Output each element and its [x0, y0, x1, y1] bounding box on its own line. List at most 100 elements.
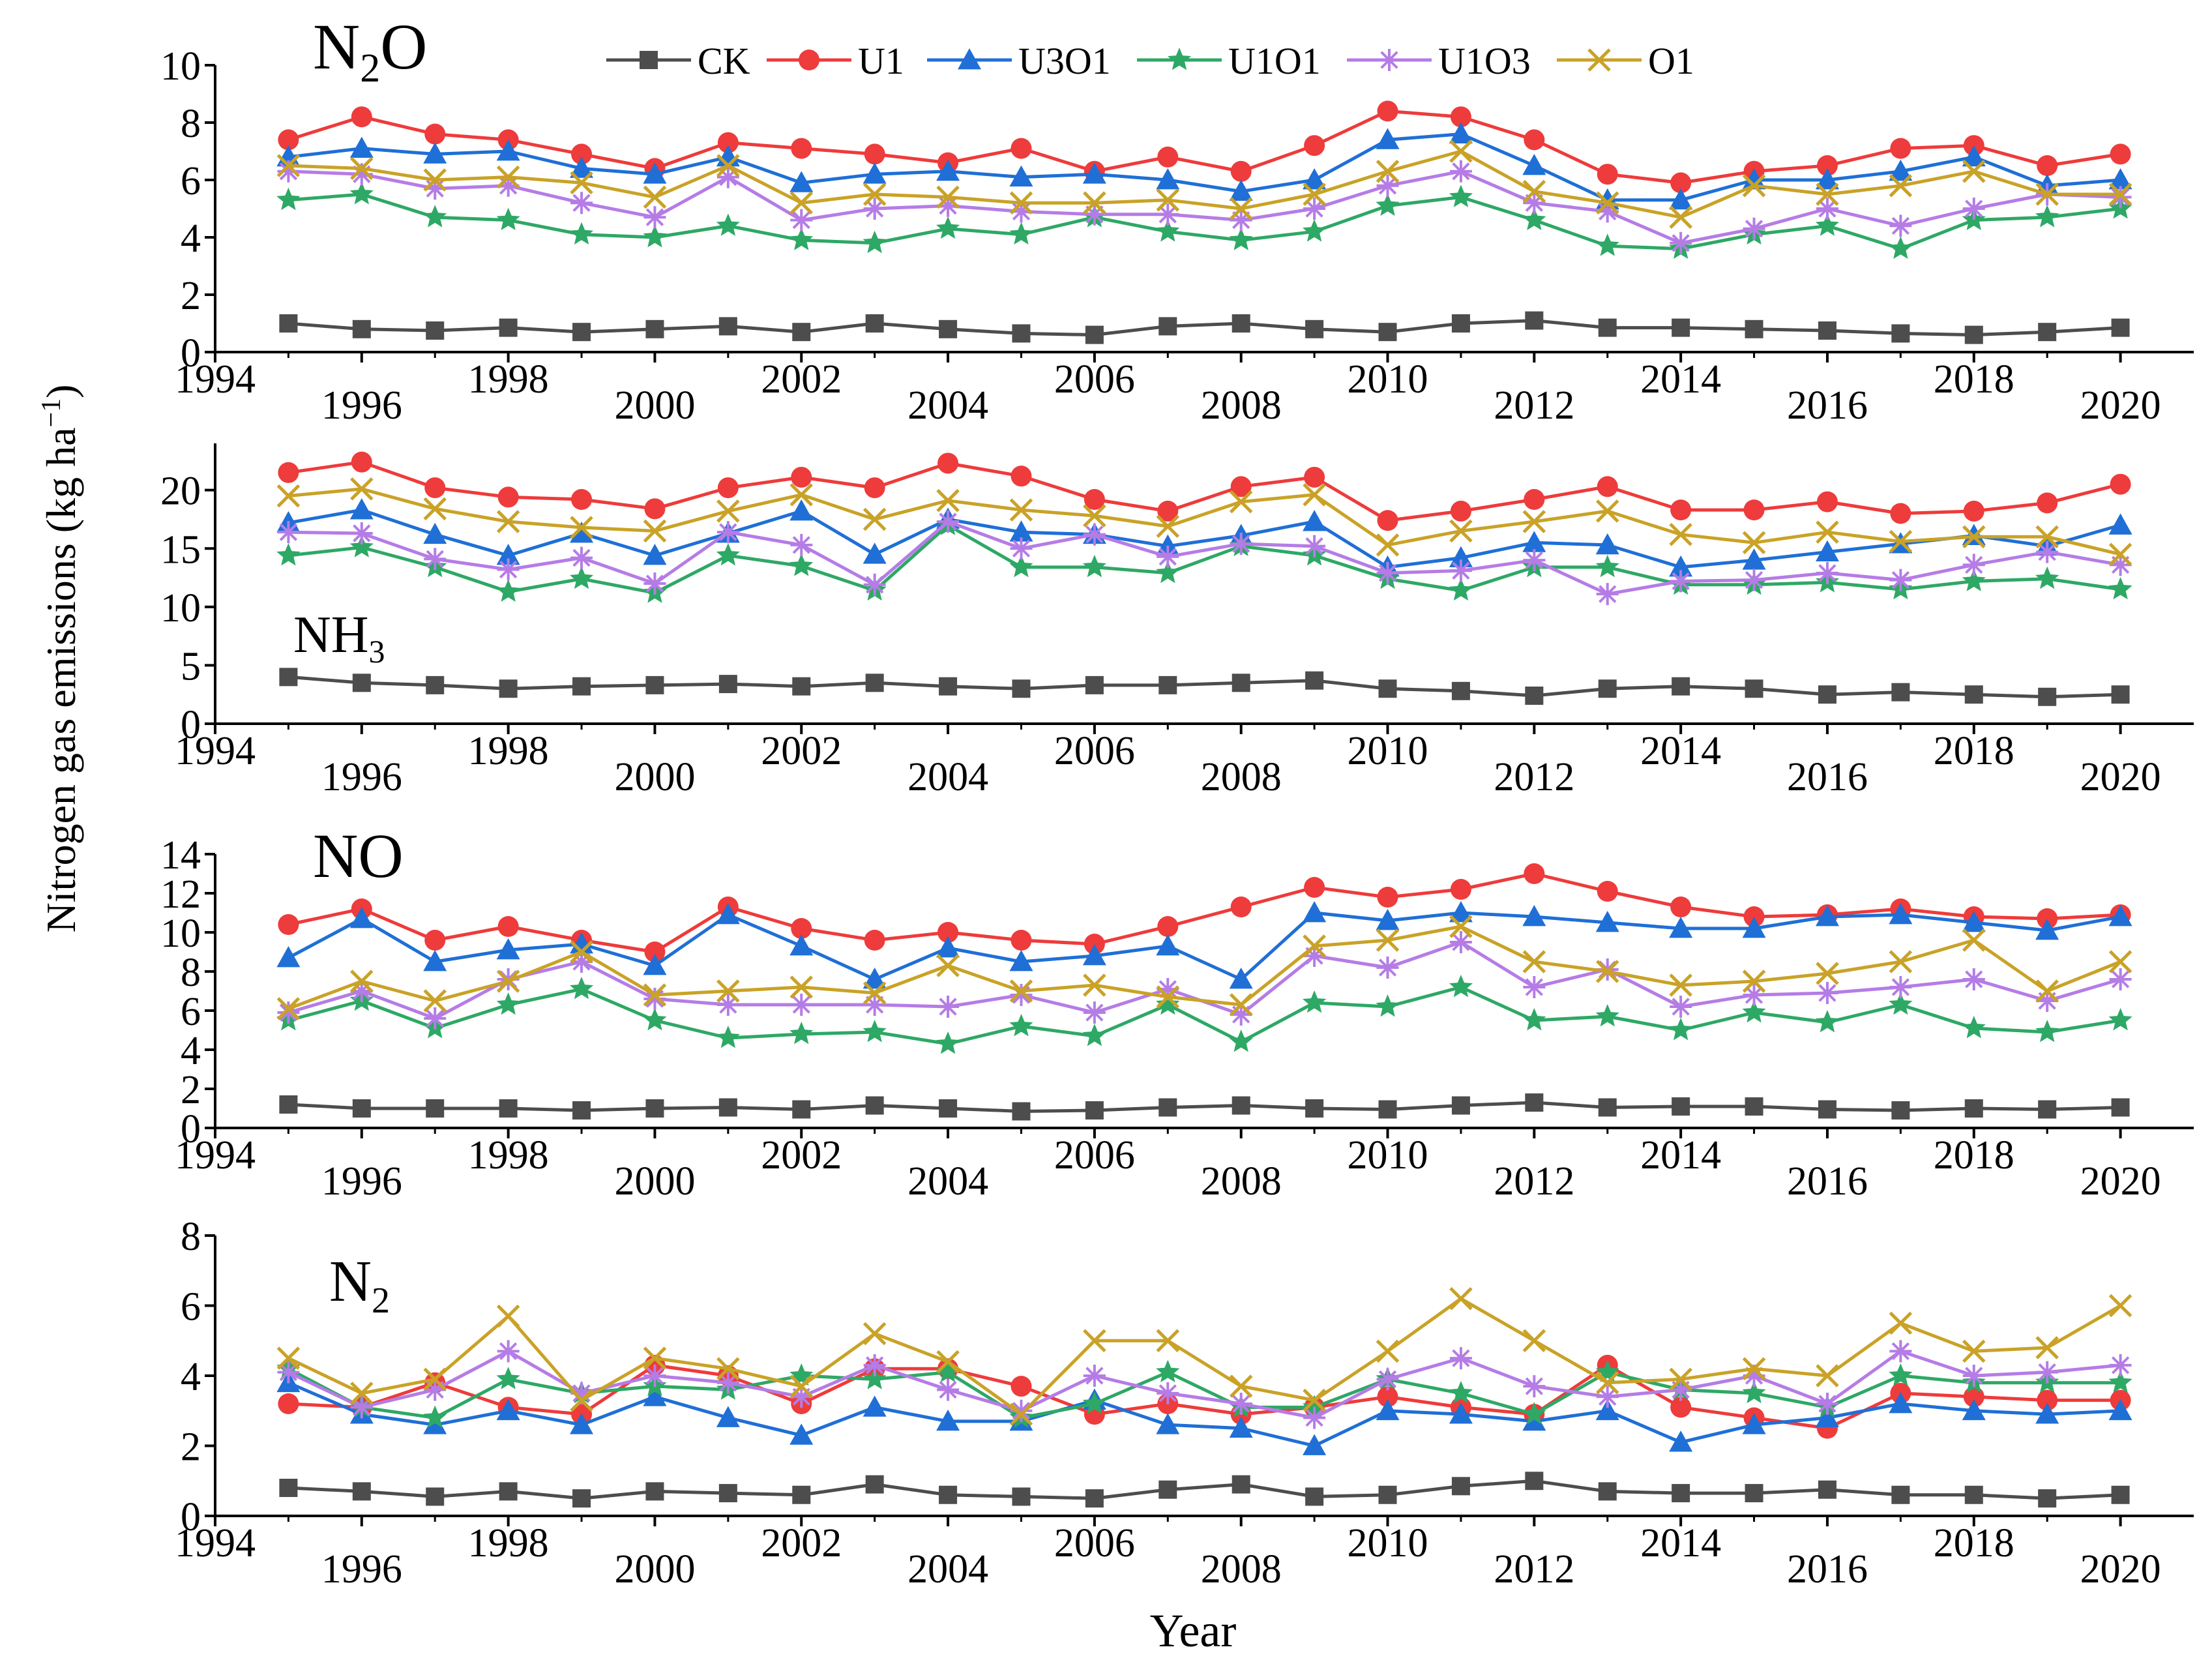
data-point-ck	[2038, 1489, 2057, 1508]
data-point-u3o1	[863, 1395, 887, 1417]
data-point-o1	[1009, 979, 1033, 1003]
data-point-u3o1	[1229, 179, 1253, 201]
data-point-u3o1	[349, 498, 374, 520]
data-point-o1	[1229, 993, 1253, 1016]
data-point-u1o3	[2036, 990, 2059, 1012]
series-line-u1	[288, 1363, 2121, 1430]
data-point-ck	[352, 1482, 371, 1501]
y-axis-label-close: )	[38, 385, 84, 398]
data-point-u3o1	[1889, 1392, 1913, 1414]
x-tick-label: 2006	[1054, 729, 1135, 773]
data-point-u1o1	[1889, 992, 1913, 1015]
data-point-o1	[863, 981, 887, 1005]
data-point-u3o1	[276, 946, 301, 968]
data-point-u3o1	[643, 1385, 667, 1406]
data-point-u1	[1597, 881, 1618, 902]
x-tick-label: 1998	[468, 357, 549, 402]
data-point-u1o1	[1082, 1391, 1106, 1414]
y-tick-label: 0	[181, 1107, 201, 1151]
legend-marker	[1167, 48, 1192, 70]
data-point-o1	[643, 1346, 667, 1370]
data-point-u3o1	[1742, 917, 1766, 938]
data-point-u1o3	[277, 1361, 300, 1384]
y-tick-label: 8	[181, 1215, 201, 1259]
data-point-ck	[865, 1475, 884, 1494]
data-point-o1	[863, 507, 887, 531]
data-point-u3o1	[1889, 903, 1913, 925]
data-point-u3o1	[349, 907, 374, 928]
data-point-u3o1	[1303, 1434, 1327, 1455]
data-point-u1o3	[1962, 554, 1985, 576]
data-point-u1o1	[936, 216, 960, 239]
data-point-u1o3	[790, 533, 813, 556]
data-point-o1	[350, 156, 374, 181]
series-u1	[278, 451, 2131, 531]
data-point-ck	[572, 677, 591, 696]
data-point-u1o3	[1449, 1347, 1472, 1370]
data-point-u1o1	[716, 1026, 740, 1048]
x-tick-label: 2012	[1494, 1547, 1574, 1592]
y-tick-label: 4	[181, 1355, 201, 1399]
y-tick-label: 0	[181, 331, 201, 376]
data-point-u3o1	[1522, 154, 1546, 175]
legend-marker	[1587, 48, 1611, 72]
data-point-ck	[1305, 671, 1324, 690]
series-u1	[278, 100, 2131, 194]
x-tick-label: 2004	[907, 383, 988, 428]
panel-label-sub: 2	[360, 46, 380, 91]
data-point-u1o1	[1449, 975, 1473, 998]
data-point-u3o1	[863, 162, 887, 184]
data-point-ck	[1745, 679, 1763, 698]
series-u1o1	[276, 182, 2132, 259]
data-point-ck	[1891, 324, 1910, 343]
data-point-u1	[1890, 138, 1911, 159]
data-point-u1o3	[1816, 561, 1838, 584]
data-point-u3o1	[1962, 145, 1986, 167]
data-point-o1	[570, 171, 593, 195]
legend-label: U1O3	[1438, 40, 1531, 82]
series-ck	[279, 1093, 2130, 1121]
data-point-u1o3	[1083, 523, 1106, 546]
data-point-ck	[1818, 1100, 1836, 1119]
data-point-ck	[1231, 314, 1250, 333]
data-point-ck	[426, 1099, 445, 1118]
data-point-o1	[2035, 525, 2059, 549]
data-point-ck	[1158, 675, 1177, 694]
data-point-u1o3	[1962, 1365, 1985, 1387]
data-point-ck	[939, 319, 958, 338]
x-tick-label: 2020	[2080, 383, 2161, 428]
data-point-ck	[1305, 319, 1324, 338]
data-point-u3o1	[496, 544, 520, 565]
data-point-o1	[2108, 1294, 2132, 1318]
data-point-o1	[1009, 498, 1033, 522]
data-point-ck	[1158, 317, 1177, 336]
x-tick-label: 2012	[1494, 1159, 1574, 1204]
x-tick-label: 2016	[1787, 1547, 1868, 1592]
data-point-u1	[424, 930, 446, 951]
data-point-ck	[1525, 1093, 1544, 1112]
data-point-u1o1	[2035, 205, 2059, 228]
panel-label: N2O	[313, 10, 427, 91]
x-tick-label: 2004	[907, 1547, 988, 1592]
x-axis-label: Year	[1150, 1605, 1237, 1657]
data-point-u1o3	[1376, 1368, 1399, 1391]
data-point-u1o1	[1009, 1014, 1033, 1037]
data-point-ck	[1891, 683, 1910, 702]
x-tick-label: 2020	[2080, 755, 2161, 799]
data-point-ck	[352, 1099, 371, 1118]
data-point-u3o1	[643, 162, 667, 184]
data-point-u1o3	[1157, 203, 1179, 226]
data-point-u3o1	[1595, 1399, 1619, 1421]
data-point-u1	[1157, 500, 1179, 522]
series-u3o1	[276, 901, 2132, 989]
data-point-u1	[1597, 476, 1618, 497]
data-point-ck	[939, 1099, 958, 1118]
data-point-o1	[1595, 960, 1619, 983]
data-point-o1	[1522, 950, 1546, 973]
data-point-ck	[1085, 1101, 1104, 1119]
y-tick-label: 4	[181, 1029, 201, 1073]
data-point-u3o1	[1229, 968, 1253, 989]
data-point-ck	[1158, 1480, 1177, 1499]
data-point-o1	[789, 191, 814, 215]
